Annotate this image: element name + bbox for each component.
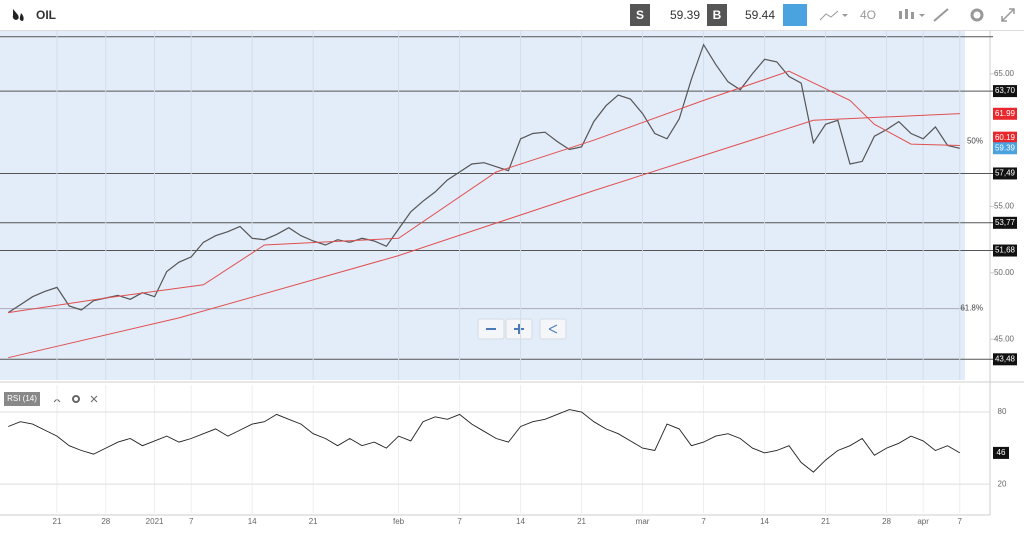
ma-tag (993, 131, 1017, 144)
fullscreen-button[interactable] (1000, 7, 1016, 23)
buy-price: 59.44 (745, 8, 776, 22)
fib-label: 50% (967, 137, 983, 146)
x-tick-label: 7 (958, 517, 963, 526)
level-label: 43,48 (995, 354, 1016, 363)
level-tag (993, 244, 1017, 257)
sell-price: 59.39 (670, 8, 701, 22)
x-tick-label: 7 (189, 517, 194, 526)
x-tick-label: 14 (760, 517, 769, 526)
x-tick-label: mar (636, 517, 650, 526)
price-label: 59.39 (995, 143, 1016, 152)
zoom-controls (477, 318, 567, 340)
candle-button[interactable] (897, 8, 927, 22)
level-tag (993, 85, 1017, 98)
sell-button[interactable]: S (630, 4, 650, 26)
y-tick-label: 45.00 (994, 334, 1015, 343)
x-tick-label: 14 (248, 517, 257, 526)
ma-label: 61.99 (995, 109, 1016, 118)
timeframe[interactable]: 4O (860, 8, 877, 22)
x-tick-label: feb (393, 517, 405, 526)
fib-label: 61.8% (960, 304, 983, 313)
rsi-tag (4, 392, 40, 406)
draw-button[interactable] (932, 7, 952, 23)
y-tick-label: 50.00 (994, 268, 1015, 277)
rsi-label: RSI (14) (7, 394, 37, 403)
chart-type-button[interactable] (818, 8, 848, 22)
level-label: 53,77 (995, 218, 1016, 227)
x-tick-label: 21 (309, 517, 318, 526)
series-line (7, 43, 960, 314)
level-label: 51,68 (995, 246, 1016, 255)
toolbar: OIL S 59.39 B 59.44 4O (0, 0, 1024, 31)
x-tick-label: 7 (701, 517, 706, 526)
y-tick-label: 65.00 (994, 69, 1015, 78)
level-label: 57,49 (995, 169, 1016, 178)
series-line (8, 70, 960, 314)
buy-button[interactable]: B (707, 4, 727, 26)
x-tick-label: 7 (457, 517, 462, 526)
x-tick-label: 28 (101, 517, 110, 526)
x-tick-label: apr (917, 517, 929, 526)
level-tag (993, 353, 1017, 366)
symbol: OIL (36, 8, 56, 22)
crosshair-button[interactable] (783, 4, 807, 26)
level-tag (993, 167, 1017, 180)
rsi-tag (993, 446, 1009, 459)
rsi-tick-label: 20 (998, 479, 1007, 488)
rsi-value: 46 (997, 448, 1006, 457)
ma-tag (993, 107, 1017, 120)
series-line (8, 113, 960, 359)
x-tick-label: 28 (882, 517, 891, 526)
share-icon (548, 324, 558, 334)
x-tick-label: 2021 (146, 517, 164, 526)
rsi-settings[interactable] (72, 395, 80, 403)
chart: RSI (14) 65.00 55.00 50.00 45.00 63,70 57,49 5… (0, 31, 1024, 526)
ma-label: 60.19 (995, 133, 1016, 142)
zoom-in-icon (514, 324, 524, 334)
share[interactable] (539, 318, 567, 340)
oil-icon (12, 9, 24, 21)
rsi-close[interactable] (90, 395, 98, 403)
level-label: 63,70 (995, 86, 1016, 95)
price-tag (993, 142, 1017, 155)
x-tick-label: 21 (53, 517, 62, 526)
rsi-line (8, 409, 961, 473)
rsi-tick-label: 80 (998, 407, 1007, 416)
x-tick-label: 21 (821, 517, 830, 526)
y-tick-label: 55.00 (994, 202, 1015, 211)
x-tick-label: 21 (577, 517, 586, 526)
level-tag (993, 216, 1017, 229)
settings-button[interactable] (969, 7, 985, 23)
x-tick-label: 14 (516, 517, 525, 526)
